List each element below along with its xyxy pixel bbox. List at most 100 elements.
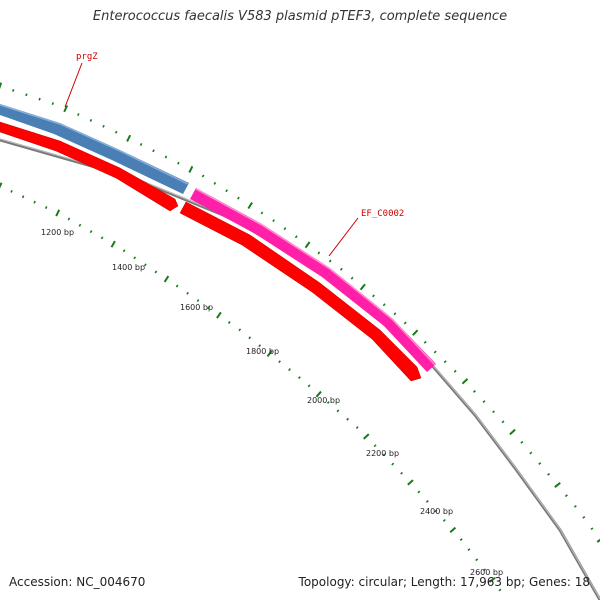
inner-ring-tick xyxy=(483,568,486,572)
outer-ring-tick xyxy=(382,303,386,307)
backbone-arc-highlight xyxy=(0,138,600,600)
outer-ring-tick xyxy=(359,283,366,291)
outer-ring-tick xyxy=(177,161,180,165)
inner-ring-tick xyxy=(355,426,359,430)
outer-ring-tick xyxy=(573,504,577,508)
inner-ring-tick xyxy=(55,209,61,217)
inner-ring-tick xyxy=(288,368,291,372)
map-title: Enterococcus faecalis V583 plasmid pTEF3… xyxy=(92,9,508,24)
inner-ring-tick xyxy=(154,270,158,274)
tick-label-1400: 1400 bp xyxy=(112,263,145,272)
inner-ring-tick xyxy=(315,390,322,398)
outer-ring-tick xyxy=(139,143,143,146)
inner-ring-tick xyxy=(459,538,463,541)
outer-ring-tick xyxy=(393,312,397,316)
outer-ring-tick xyxy=(237,196,240,200)
backbone-arc xyxy=(0,138,600,601)
inner-ring-tick xyxy=(175,284,179,288)
outer-ring-tick xyxy=(350,276,354,280)
gene-prgZ-arc xyxy=(0,104,189,194)
tick-label-2400: 2400 bp xyxy=(420,507,453,516)
inner-ring-tick xyxy=(442,519,446,522)
inner-ring-tick xyxy=(216,311,222,319)
outer-ring-tick xyxy=(412,329,419,336)
outer-ring-tick xyxy=(509,428,516,436)
inner-ring-tick xyxy=(143,263,147,267)
inner-ring-tick xyxy=(326,401,330,405)
outer-ring-tick xyxy=(89,118,93,122)
inner-ring-tick xyxy=(238,328,242,332)
inner-ring-tick xyxy=(163,275,170,283)
inner-ring-tick xyxy=(196,299,200,303)
outer-ring-tick xyxy=(260,211,264,215)
inner-ring-tick xyxy=(373,444,377,448)
outer-ring-tick xyxy=(328,259,332,263)
outer-ring-tick xyxy=(403,321,407,325)
summary-text: Topology: circular; Length: 17,963 bp; G… xyxy=(298,575,590,589)
inner-ring-tick xyxy=(307,384,311,388)
tick-label-1600: 1600 bp xyxy=(180,303,213,312)
outer-ring-tick xyxy=(590,527,594,531)
cds-feature-1 xyxy=(0,121,179,212)
inner-ring-tick xyxy=(297,376,301,380)
outer-ring-tick xyxy=(492,410,495,414)
outer-ring-tick xyxy=(201,174,205,178)
tick-label-2200: 2200 bp xyxy=(366,449,399,458)
accession-text: Accession: NC_004670 xyxy=(9,575,146,589)
outer-ring-tick xyxy=(272,219,275,223)
outer-ring-tick xyxy=(520,440,524,444)
outer-ring-tick xyxy=(126,134,132,142)
outer-ring-tick xyxy=(247,202,253,210)
outer-ring-tick xyxy=(372,294,375,298)
inner-ring-tick xyxy=(258,344,262,348)
outer-ring-tick xyxy=(443,360,447,364)
inner-ring-tick xyxy=(44,206,48,210)
inner-ring-tick xyxy=(336,409,340,413)
outer-ring-tick xyxy=(283,227,287,231)
outer-ring-tick xyxy=(12,88,15,92)
tick-label-1200: 1200 bp xyxy=(41,228,74,237)
outer-ring-tick xyxy=(596,538,600,543)
outer-ring-tick xyxy=(461,378,469,385)
outer-ring-tick xyxy=(482,400,486,403)
inner-ring-tick xyxy=(278,360,281,364)
outer-tick-ring xyxy=(0,82,600,543)
gene-EF_C0002-arc-highlight xyxy=(195,188,436,366)
inner-ring-tick xyxy=(67,217,71,221)
inner-ring-tick xyxy=(488,577,496,583)
gene-track xyxy=(0,104,436,372)
inner-ring-tick xyxy=(363,433,370,440)
inner-ring-tick xyxy=(78,223,82,227)
inner-ring-tick xyxy=(498,588,502,592)
outer-ring-tick xyxy=(582,515,586,519)
outer-ring-tick xyxy=(317,251,321,255)
outer-ring-tick xyxy=(339,267,343,271)
outer-ring-tick xyxy=(38,97,41,101)
inner-ring-tick xyxy=(434,509,438,513)
outer-ring-tick xyxy=(188,165,194,173)
inner-tick-ring xyxy=(0,182,502,592)
outer-ring-tick xyxy=(304,241,311,249)
gene-prgZ-arc-highlight xyxy=(0,104,189,185)
inner-ring-tick xyxy=(186,291,189,295)
inner-ring-tick xyxy=(346,417,350,421)
inner-ring-tick xyxy=(122,249,126,253)
inner-ring-tick xyxy=(391,462,395,466)
tick-label-1800: 1800 bp xyxy=(246,347,279,356)
outer-ring-tick xyxy=(423,340,427,344)
inner-ring-tick xyxy=(417,490,421,494)
outer-ring-tick xyxy=(77,113,80,117)
outer-ring-tick xyxy=(433,350,437,354)
outer-ring-tick xyxy=(538,462,542,466)
inner-ring-tick xyxy=(248,336,252,340)
tick-labels: 1200 bp 1400 bp 1600 bp 1800 bp 2000 bp … xyxy=(41,228,503,577)
leader-line-prgZ xyxy=(64,62,83,108)
outer-ring-tick xyxy=(547,472,551,476)
inner-ring-tick xyxy=(21,195,25,199)
outer-ring-tick xyxy=(529,451,533,455)
inner-ring-tick xyxy=(382,453,386,457)
outer-ring-tick xyxy=(564,494,568,498)
outer-ring-tick xyxy=(0,82,3,90)
